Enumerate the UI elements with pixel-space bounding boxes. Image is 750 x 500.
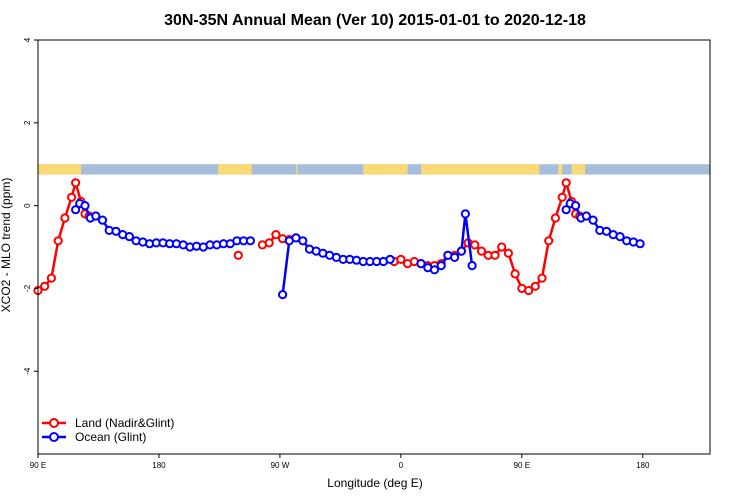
data-point — [97, 215, 108, 225]
x-tick-label: 90 E — [30, 461, 46, 470]
land-band-segment — [296, 164, 298, 175]
data-point — [40, 281, 50, 291]
data-point — [436, 261, 446, 271]
series-ocean — [71, 198, 645, 300]
data-point — [71, 178, 81, 188]
data-point — [470, 240, 480, 250]
land-band-segment — [421, 164, 540, 175]
data-point — [460, 209, 470, 219]
y-tick-label: -4 — [23, 367, 32, 375]
data-point — [429, 265, 440, 275]
y-tick-label: 2 — [23, 120, 32, 125]
land-band-segment — [558, 164, 563, 175]
data-point — [450, 252, 460, 262]
data-point — [544, 236, 554, 246]
x-tick-label: 90 W — [271, 461, 290, 470]
chart-title: 30N-35N Annual Mean (Ver 10) 2015-01-01 … — [164, 12, 586, 29]
y-tick-label: -2 — [23, 284, 32, 292]
plot-frame — [37, 39, 711, 455]
data-point — [396, 254, 406, 264]
legend-marker — [49, 418, 59, 428]
data-point — [264, 238, 274, 248]
data-point — [456, 246, 466, 256]
data-point — [476, 246, 487, 256]
series-layer — [33, 178, 645, 300]
data-point — [524, 285, 534, 296]
data-point — [490, 250, 500, 260]
data-point — [46, 273, 57, 283]
y-axis: -4 -2 0 2 4 — [23, 37, 38, 375]
y-tick-label: 4 — [23, 37, 32, 42]
data-point — [497, 242, 507, 252]
data-point — [416, 259, 426, 269]
land-band-segment — [369, 164, 381, 175]
land-ocean-band — [38, 164, 710, 175]
data-point — [571, 201, 581, 211]
x-tick-label: 0 — [399, 461, 404, 470]
data-point — [557, 192, 567, 202]
data-point — [53, 236, 63, 246]
data-point — [561, 205, 571, 215]
data-point — [581, 211, 592, 221]
legend-label: Land (Nadir&Glint) — [75, 416, 174, 430]
x-tick-label: 180 — [152, 461, 166, 470]
data-point — [124, 232, 134, 242]
data-point — [80, 201, 90, 211]
data-point — [615, 232, 625, 242]
x-axis: 90 E 180 90 W 0 90 E 180 — [30, 454, 650, 470]
legend: Land (Nadir&Glint)Ocean (Glint) — [42, 416, 174, 444]
data-point — [635, 239, 645, 249]
data-point — [67, 192, 77, 202]
legend-label: Ocean (Glint) — [75, 430, 146, 444]
x-tick-label: 90 E — [514, 461, 530, 470]
data-point — [71, 205, 81, 215]
data-point — [245, 236, 255, 246]
data-point — [530, 281, 540, 291]
x-axis-label: Longitude (deg E) — [327, 476, 422, 490]
land-band-segment — [363, 164, 408, 175]
data-point — [510, 269, 520, 279]
data-point — [233, 250, 243, 260]
data-point — [550, 213, 561, 223]
land-band-segment — [571, 164, 586, 175]
data-point — [467, 261, 477, 271]
x-tick-label: 180 — [636, 461, 650, 470]
land-band-segment — [66, 164, 79, 175]
data-point — [588, 215, 598, 225]
data-point — [278, 290, 288, 300]
land-band-segment — [38, 164, 82, 175]
data-point — [298, 236, 308, 246]
data-point — [91, 211, 101, 221]
y-axis-label: XCO2 - MLO trend (ppm) — [0, 178, 13, 313]
data-point — [60, 213, 70, 223]
legend-marker — [49, 432, 59, 442]
data-point — [537, 273, 547, 283]
data-point — [385, 254, 395, 264]
data-point — [271, 230, 281, 240]
y-tick-label: 0 — [23, 203, 32, 208]
data-point — [503, 248, 513, 258]
data-point — [561, 178, 571, 188]
land-band-segment — [218, 164, 252, 175]
